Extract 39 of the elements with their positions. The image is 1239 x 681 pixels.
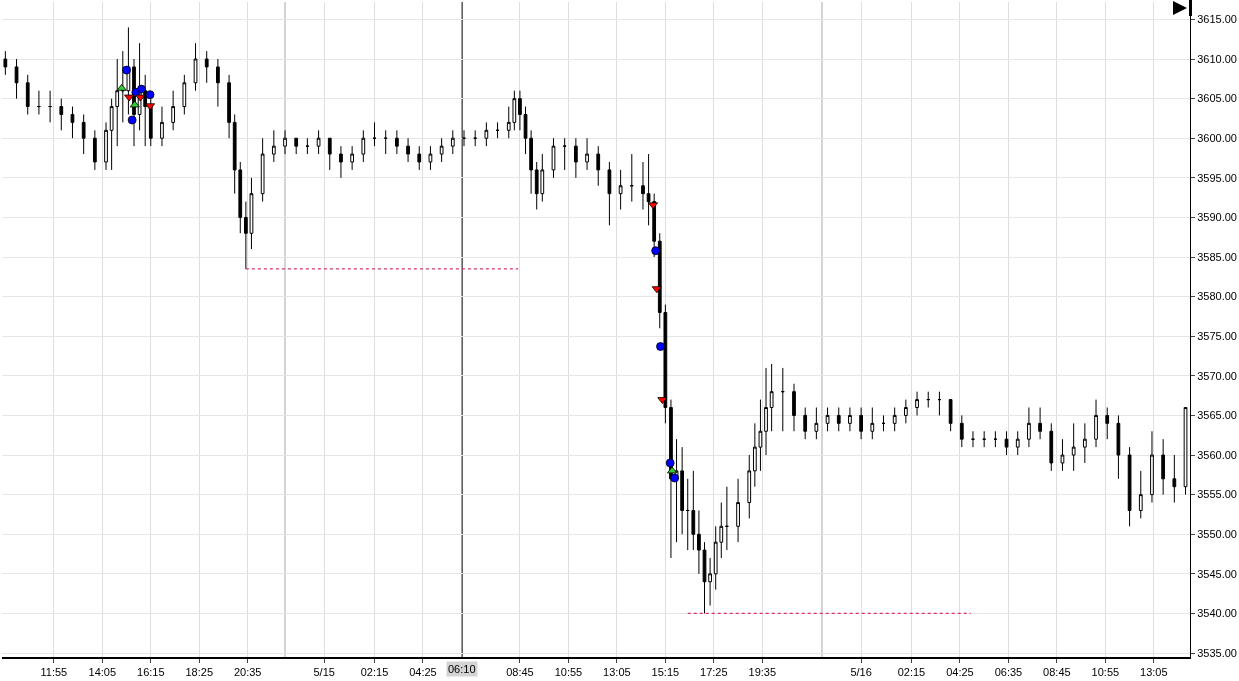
x-tick-label: 13:05	[1140, 666, 1168, 679]
y-tick-label: 3600.00	[1197, 132, 1237, 145]
x-tick-label: 19:35	[748, 666, 777, 679]
x-tick-label: 04:25	[409, 666, 437, 679]
y-tick-label: 3570.00	[1197, 369, 1237, 382]
y-tick-label: 3565.00	[1197, 409, 1237, 422]
y-tick-label: 3590.00	[1197, 211, 1237, 224]
x-tick-label: 16:15	[137, 666, 165, 679]
x-tick-label: 5/15	[313, 666, 335, 679]
x-tick-label: 08:45	[506, 666, 534, 679]
y-tick-label: 3540.00	[1197, 607, 1237, 620]
x-tick-label: 08:45	[1043, 666, 1071, 679]
y-tick-label: 3545.00	[1197, 567, 1237, 580]
y-tick-label: 3605.00	[1197, 92, 1237, 105]
y-tick-label: 3580.00	[1197, 290, 1237, 303]
x-tick-label: 13:05	[603, 666, 631, 679]
x-tick-label: 04:25	[946, 666, 974, 679]
x-tick-label: 17:25	[700, 666, 728, 679]
y-tick-label: 3535.00	[1197, 646, 1237, 659]
y-tick-label: 3575.00	[1197, 330, 1237, 343]
ref-line-label: 06:10	[448, 663, 476, 675]
y-tick-label: 3560.00	[1197, 448, 1237, 461]
y-tick-label: 3615.00	[1197, 13, 1237, 26]
x-tick-label: 20:35	[233, 666, 262, 679]
y-tick-label: 3610.00	[1197, 52, 1237, 65]
x-tick-label: 5/16	[850, 666, 872, 679]
x-tick-label: 15:15	[651, 666, 680, 679]
y-tick-label: 3585.00	[1197, 250, 1237, 263]
y-tick-label: 3555.00	[1197, 488, 1237, 501]
x-tick-label: 10:55	[1091, 666, 1120, 679]
x-tick-label: 02:15	[360, 666, 389, 679]
x-tick-label: 11:55	[40, 666, 68, 679]
x-tick-label: 06:35	[994, 666, 1023, 679]
y-tick-label: 3550.00	[1197, 528, 1237, 541]
x-tick-label: 10:55	[554, 666, 583, 679]
x-tick-label: 14:05	[88, 666, 117, 679]
x-tick-label: 02:15	[897, 666, 926, 679]
y-tick-label: 3595.00	[1197, 171, 1237, 184]
x-tick-label: 18:25	[185, 666, 214, 679]
